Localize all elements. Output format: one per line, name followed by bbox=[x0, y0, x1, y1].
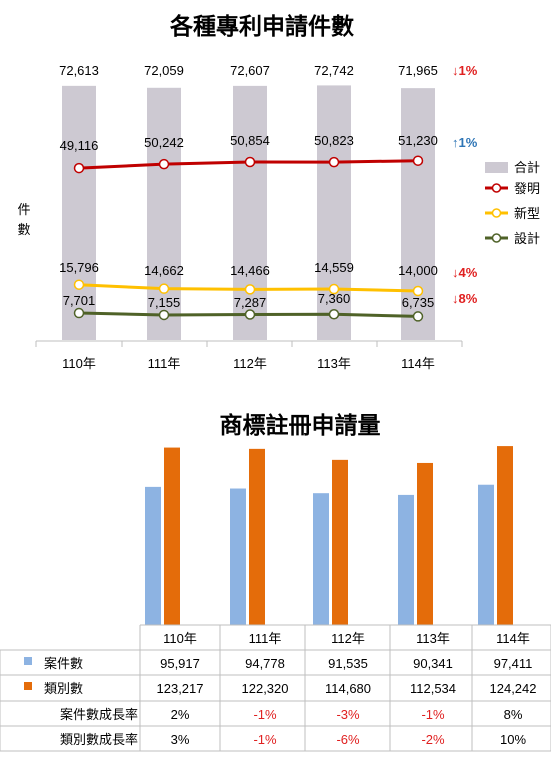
trademark-bar-類別數 bbox=[497, 446, 513, 625]
table-cell: -1% bbox=[253, 707, 277, 722]
table-cell: 97,411 bbox=[494, 656, 533, 671]
table-row-marker bbox=[24, 657, 32, 665]
trademark-bar-類別數 bbox=[332, 460, 348, 625]
table-cell: 94,778 bbox=[245, 656, 285, 671]
table-cell: -1% bbox=[253, 732, 277, 747]
trademark-bar-類別數 bbox=[417, 463, 433, 625]
table-cell: 90,341 bbox=[413, 656, 453, 671]
trademark-bar-案件數 bbox=[230, 489, 246, 625]
table-cell: -1% bbox=[421, 707, 445, 722]
trademark-bar-案件數 bbox=[478, 485, 494, 625]
table-row-label: 類別數 bbox=[44, 681, 83, 696]
table-cell: 124,242 bbox=[490, 681, 537, 696]
table-cell: 91,535 bbox=[328, 656, 368, 671]
table-row-label: 案件數成長率 bbox=[60, 707, 138, 722]
trademark-bar-案件數 bbox=[398, 495, 414, 625]
trademark-bar-案件數 bbox=[313, 493, 329, 625]
table-row-marker bbox=[24, 682, 32, 690]
table-cell: 8% bbox=[504, 707, 523, 722]
table-cell: 2% bbox=[171, 707, 190, 722]
trademark-category-label: 112年 bbox=[331, 631, 365, 646]
table-row-label: 類別數成長率 bbox=[60, 732, 138, 747]
table-cell: -6% bbox=[336, 732, 360, 747]
table-cell: 112,534 bbox=[410, 681, 456, 696]
table-cell: 3% bbox=[171, 732, 190, 747]
table-cell: 114,680 bbox=[325, 681, 371, 696]
trademark-bar-案件數 bbox=[145, 487, 161, 625]
trademark-bar-類別數 bbox=[249, 449, 265, 625]
trademark-category-label: 113年 bbox=[416, 631, 450, 646]
table-cell: -3% bbox=[336, 707, 360, 722]
table-row-label: 案件數 bbox=[44, 656, 83, 671]
table-cell: -2% bbox=[421, 732, 445, 747]
trademark-category-label: 114年 bbox=[496, 631, 530, 646]
table-cell: 95,917 bbox=[160, 656, 200, 671]
table-cell: 122,320 bbox=[242, 681, 289, 696]
trademark-category-label: 111年 bbox=[249, 631, 282, 646]
table-cell: 123,217 bbox=[157, 681, 204, 696]
trademark-bar-類別數 bbox=[164, 448, 180, 625]
trademark-category-label: 110年 bbox=[163, 631, 197, 646]
table-cell: 10% bbox=[500, 732, 526, 747]
trademark-chart-title: 商標註冊申請量 bbox=[220, 412, 381, 439]
